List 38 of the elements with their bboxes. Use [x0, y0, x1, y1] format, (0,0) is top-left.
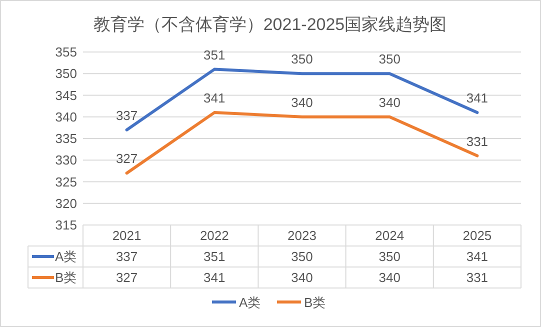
data-label: 351 [204, 249, 226, 264]
y-tick-label: 335 [55, 131, 77, 146]
x-tick-label: 2023 [288, 228, 316, 243]
data-label: 327 [116, 270, 138, 285]
y-tick-label: 345 [55, 88, 77, 103]
annotation: 327 [116, 151, 138, 166]
legend-label: A类 [55, 249, 77, 264]
annotation: 350 [291, 52, 313, 67]
y-tick-label: 315 [55, 218, 77, 232]
annotation: 341 [466, 90, 488, 106]
annotation: 337 [116, 108, 138, 123]
y-tick-label: 355 [55, 44, 77, 60]
data-label: 341 [204, 270, 226, 285]
x-tick-label: 2024 [375, 228, 404, 243]
legend-label: B类 [55, 270, 77, 285]
y-tick-label: 320 [55, 196, 77, 211]
data-label: 331 [466, 270, 488, 285]
y-tick-label: 325 [55, 174, 77, 190]
x-tick-label: 2021 [112, 228, 142, 243]
data-label: 340 [378, 270, 400, 285]
data-label: 337 [116, 249, 138, 264]
data-label: 341 [466, 249, 488, 264]
data-label: 340 [291, 270, 313, 285]
annotation: 331 [466, 134, 488, 149]
legend: A类 B类 [212, 295, 326, 310]
annotation: 350 [378, 52, 400, 67]
data-label: 350 [378, 249, 400, 264]
data-label: 350 [291, 249, 313, 264]
y-tick-label: 350 [55, 66, 77, 82]
y-tick-label: 330 [55, 152, 77, 168]
y-tick-label: 340 [55, 109, 77, 124]
x-tick-label: 2022 [200, 228, 229, 243]
annotation: 340 [378, 94, 400, 110]
annotation: 341 [204, 90, 226, 106]
x-tick-label: 2025 [462, 228, 492, 243]
annotation: 340 [291, 94, 313, 110]
chart-title: 教育学（不含体育学）2021-2025国家线趋势图 [93, 15, 447, 34]
annotation: 351 [204, 47, 226, 62]
